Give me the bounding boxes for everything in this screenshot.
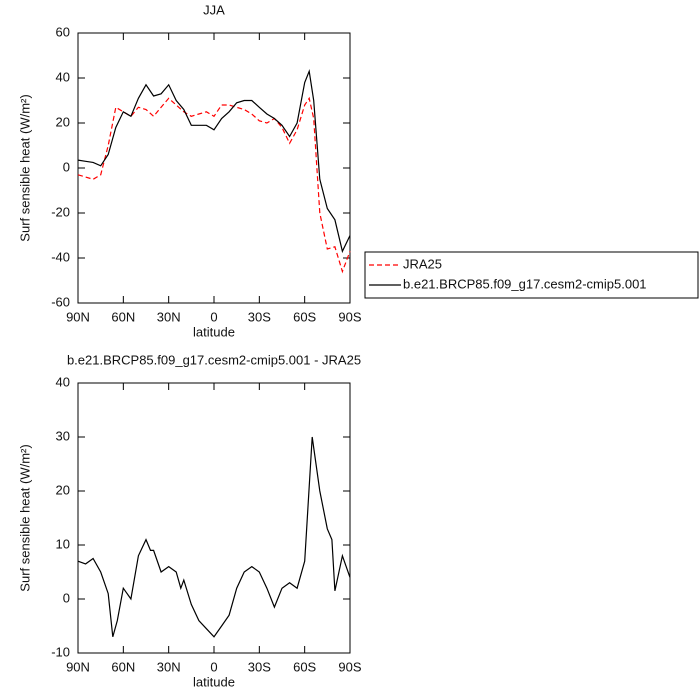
chart-title: JJA <box>203 2 225 17</box>
x-tick-label: 60S <box>293 309 316 324</box>
x-tick-label: 0 <box>210 659 217 674</box>
y-tick-label: 10 <box>56 536 70 551</box>
x-tick-label: 30N <box>157 659 181 674</box>
legend-label: b.e21.BRCP85.f09_g17.cesm2-cmip5.001 <box>403 276 647 291</box>
x-tick-label: 60N <box>111 659 135 674</box>
x-axis-label: latitude <box>193 324 235 339</box>
x-tick-label: 30S <box>248 659 271 674</box>
y-axis-label: Surf sensible heat (W/m²) <box>17 94 32 241</box>
y-tick-label: 20 <box>56 482 70 497</box>
y-tick-label: 0 <box>63 159 70 174</box>
y-axis-label: Surf sensible heat (W/m²) <box>17 444 32 591</box>
y-tick-label: 30 <box>56 428 70 443</box>
data-line <box>77 96 351 274</box>
y-tick-label: 40 <box>56 69 70 84</box>
x-tick-label: 90N <box>66 659 90 674</box>
x-tick-label: 90S <box>338 659 361 674</box>
x-tick-label: 30N <box>157 309 181 324</box>
x-tick-label: 60S <box>293 659 316 674</box>
y-tick-label: 0 <box>63 590 70 605</box>
x-tick-label: 0 <box>210 309 217 324</box>
x-axis-label: latitude <box>193 674 235 689</box>
x-tick-label: 90N <box>66 309 90 324</box>
y-tick-label: -40 <box>51 249 70 264</box>
legend-label: JRA25 <box>403 256 442 271</box>
y-tick-label: -60 <box>51 294 70 309</box>
y-tick-label: -10 <box>51 644 70 659</box>
x-tick-label: 30S <box>248 309 271 324</box>
data-line <box>77 69 351 254</box>
legend-box <box>364 251 699 299</box>
data-line <box>77 436 351 638</box>
y-tick-label: 20 <box>56 114 70 129</box>
y-tick-label: 60 <box>56 24 70 39</box>
y-tick-label: -20 <box>51 204 70 219</box>
chart-title: b.e21.BRCP85.f09_g17.cesm2-cmip5.001 - J… <box>67 352 361 367</box>
y-tick-label: 40 <box>56 374 70 389</box>
x-tick-label: 60N <box>111 309 135 324</box>
x-tick-label: 90S <box>338 309 361 324</box>
